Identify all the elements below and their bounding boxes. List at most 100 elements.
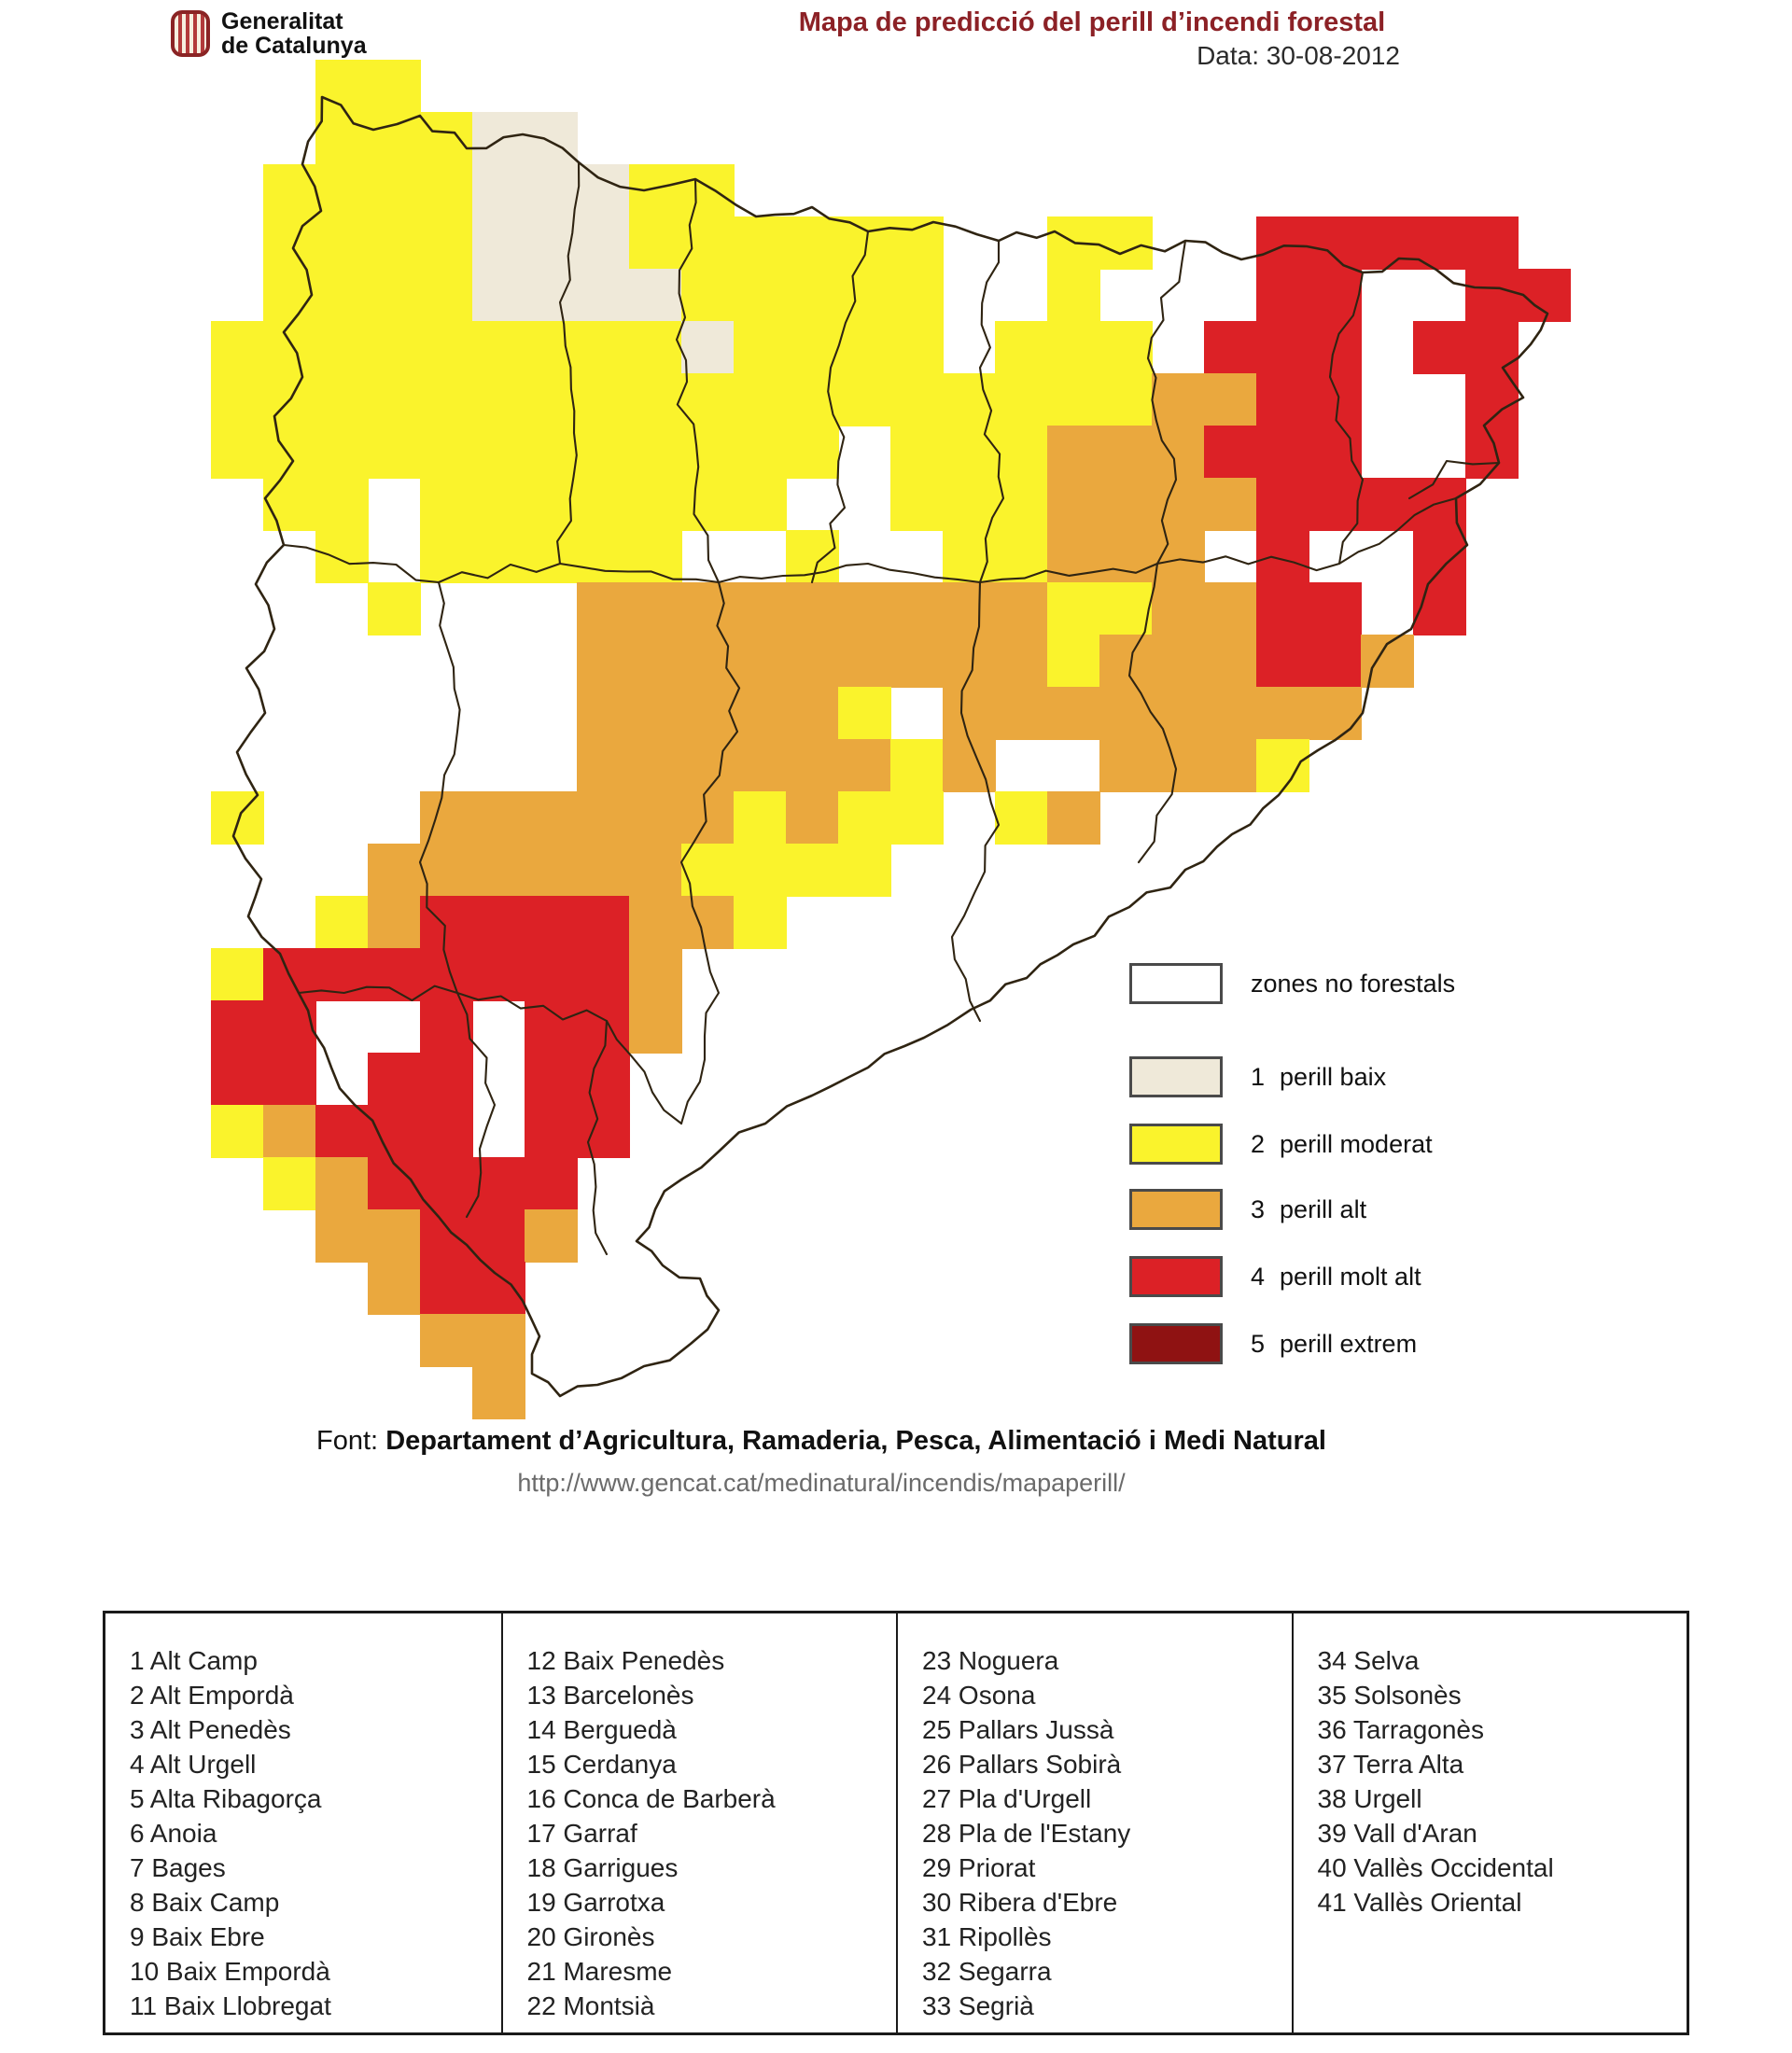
comarca-item: 20 Gironès xyxy=(526,1922,655,1951)
map-cell xyxy=(472,530,525,583)
comarca-item: 28 Pla de l'Estany xyxy=(922,1819,1131,1848)
map-cell xyxy=(368,844,421,897)
legend-label: perill extrem xyxy=(1280,1329,1418,1358)
map-cell xyxy=(525,164,578,217)
map-cell xyxy=(838,582,891,635)
map-cell xyxy=(1518,269,1571,322)
map-cell xyxy=(525,1053,578,1106)
map-cell xyxy=(472,948,525,1001)
map-cell xyxy=(525,791,578,845)
map-cell xyxy=(1099,530,1153,583)
map-cell xyxy=(786,791,839,845)
comarca-border-line xyxy=(1328,271,1365,566)
map-cell xyxy=(1047,321,1100,374)
map-cell xyxy=(211,321,264,374)
map-cell xyxy=(368,948,421,1001)
map-cell xyxy=(681,478,735,531)
map-cell xyxy=(838,739,891,792)
map-cell xyxy=(263,478,316,531)
map-cell xyxy=(577,687,630,740)
comarca-border-line xyxy=(1407,459,1501,500)
comarca-item: 9 Baix Ebre xyxy=(130,1922,265,1951)
map-cell xyxy=(890,582,944,635)
comarca-border-line xyxy=(950,580,1001,1023)
map-cell xyxy=(1465,216,1519,270)
map-cell xyxy=(263,321,316,374)
map-cell xyxy=(420,164,473,217)
map-cell xyxy=(525,896,578,949)
map-cell xyxy=(734,373,787,426)
map-cell xyxy=(472,164,525,217)
map-cell xyxy=(734,321,787,374)
map-cell xyxy=(420,1262,473,1315)
map-cell xyxy=(943,635,996,688)
map-cell xyxy=(890,739,944,792)
legend-level-number: 3 xyxy=(1251,1194,1266,1223)
fire-risk-map xyxy=(159,60,1571,1419)
map-cell xyxy=(734,635,787,688)
map-cell xyxy=(368,582,421,635)
map-cell xyxy=(629,530,682,583)
map-cell xyxy=(1152,582,1205,635)
comarca-item: 29 Priorat xyxy=(922,1853,1036,1882)
comarca-item: 12 Baix Penedès xyxy=(526,1646,725,1675)
map-cell xyxy=(786,582,839,635)
map-cell xyxy=(472,321,525,374)
legend-level-number: 5 xyxy=(1251,1329,1266,1358)
map-cell xyxy=(629,635,682,688)
legend-item: 1 perill baix xyxy=(1129,1056,1386,1097)
comarca-border-line xyxy=(717,496,1458,584)
map-cell xyxy=(629,216,682,270)
map-cell xyxy=(420,426,473,479)
map-cell xyxy=(838,687,891,740)
map-cell xyxy=(315,1157,369,1210)
map-cell xyxy=(420,1105,473,1158)
legend-level-number: 4 xyxy=(1251,1262,1266,1291)
map-cell xyxy=(472,844,525,897)
map-cell xyxy=(211,948,264,1001)
map-cell xyxy=(629,426,682,479)
map-cell xyxy=(525,1209,578,1263)
map-cell xyxy=(1256,321,1309,374)
map-cell xyxy=(368,164,421,217)
comarques-column: 23 Noguera 24 Osona 25 Pallars Jussà 26 Pal… xyxy=(896,1613,1292,2032)
map-cell xyxy=(890,216,944,270)
legend-level-number: 1 xyxy=(1251,1062,1266,1091)
comarca-border-line xyxy=(418,580,461,995)
map-cell xyxy=(629,844,682,897)
map-cell xyxy=(995,478,1048,531)
map-cell xyxy=(577,269,630,322)
map-cell xyxy=(1152,687,1205,740)
map-cell xyxy=(315,1105,369,1158)
map-cell xyxy=(263,216,316,270)
map-cell xyxy=(525,269,578,322)
legend-item: 4 perill molt alt xyxy=(1129,1256,1421,1297)
map-cell xyxy=(1309,478,1362,531)
comarca-item: 22 Montsià xyxy=(526,1991,655,2020)
map-cell xyxy=(315,426,369,479)
comarca-item: 11 Baix Llobregat xyxy=(130,1991,331,2020)
map-cell xyxy=(1204,478,1257,531)
map-cell xyxy=(315,478,369,531)
map-cell xyxy=(315,164,369,217)
map-cell xyxy=(1047,791,1100,845)
map-cell xyxy=(734,687,787,740)
comarca-border-line xyxy=(297,985,683,1125)
map-cell xyxy=(629,896,682,949)
map-cell xyxy=(577,164,630,217)
map-cell xyxy=(1309,635,1362,688)
legend-item: 2 perill moderat xyxy=(1129,1124,1433,1165)
map-cell xyxy=(315,60,369,113)
map-cell xyxy=(315,530,369,583)
map-cell xyxy=(995,791,1048,845)
map-cell xyxy=(577,582,630,635)
map-cell xyxy=(420,269,473,322)
map-cell xyxy=(263,1053,316,1106)
map-cell xyxy=(1047,373,1100,426)
map-cell xyxy=(472,1314,525,1367)
map-cell xyxy=(1152,635,1205,688)
comarca-border-line xyxy=(679,580,741,1125)
legend-swatch xyxy=(1129,1124,1223,1165)
source-prefix: Font: xyxy=(316,1426,386,1456)
